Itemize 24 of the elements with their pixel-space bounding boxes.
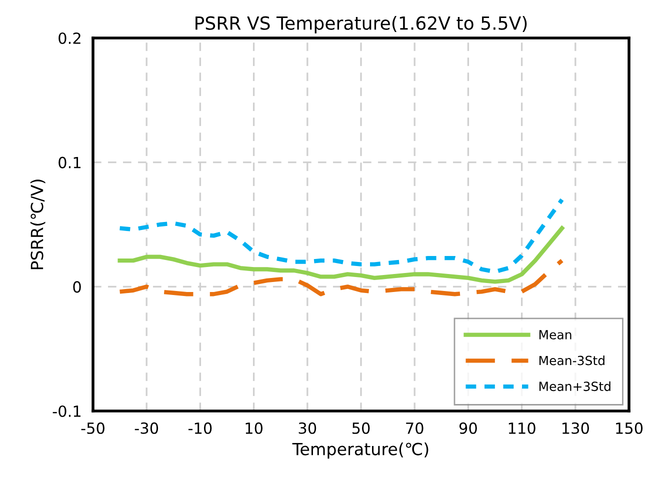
x-tick-label: 10 — [246, 422, 263, 434]
y-tick-label: 0.1 — [58, 156, 80, 168]
x-tick-label: -10 — [188, 422, 212, 434]
line-series — [118, 226, 564, 284]
x-tick-label: 150 — [616, 422, 643, 434]
y-axis-title: PSRR(℃/V) — [30, 180, 46, 270]
x-tick-label: -50 — [81, 422, 104, 434]
x-tick-label: 110 — [508, 422, 536, 434]
x-axis-title: Temperature(℃) — [292, 442, 428, 459]
line-series — [118, 258, 564, 296]
x-tick-label: -30 — [134, 422, 158, 434]
y-tick-label: 0 — [73, 281, 81, 293]
line-series — [118, 198, 564, 274]
x-tick-label: 30 — [298, 422, 316, 434]
x-tick-label: 90 — [459, 422, 477, 434]
y-tick-label: -0.1 — [52, 405, 80, 418]
x-tick-label: 70 — [406, 422, 424, 434]
legend-label: Mean-3Std — [539, 356, 604, 366]
chart-title: PSRR VS Temperature(1.62V to 5.5V) — [196, 16, 527, 34]
legend-label: Mean+3Std — [539, 381, 610, 392]
x-tick-label: 130 — [562, 422, 589, 434]
legend-label: Mean — [539, 330, 572, 340]
x-tick-label: 50 — [352, 422, 370, 434]
y-tick-label: 0.2 — [58, 32, 80, 44]
